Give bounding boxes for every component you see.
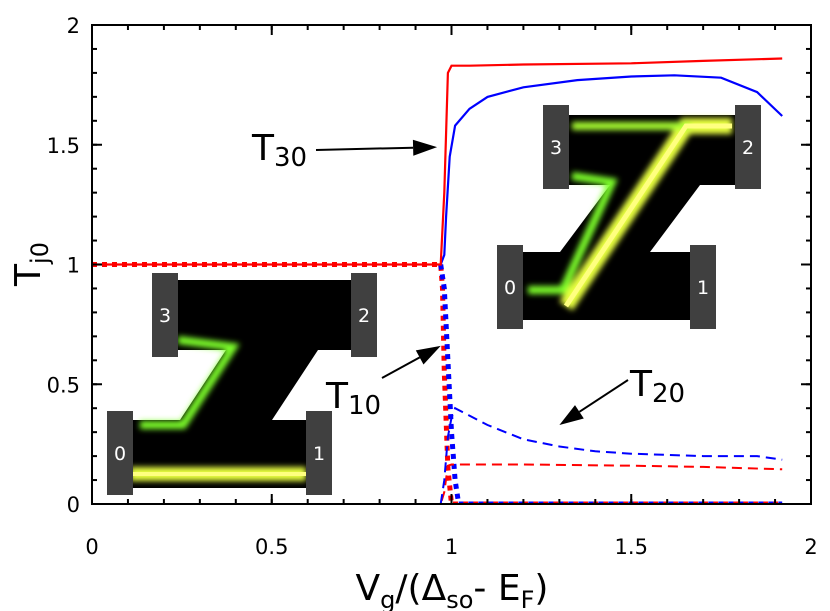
axis-ticks bbox=[91, 24, 812, 505]
x-axis-label: Vg/(Δso- EF) bbox=[356, 568, 549, 611]
x-tick-label: 2 bbox=[804, 535, 817, 559]
lead-0 bbox=[107, 411, 133, 495]
lead-1 bbox=[690, 245, 716, 329]
arrowhead-t20 bbox=[559, 405, 584, 425]
lead-label-3: 3 bbox=[550, 137, 562, 159]
arrow-t30 bbox=[315, 146, 414, 151]
lead-1 bbox=[306, 411, 332, 495]
device-body bbox=[130, 280, 352, 488]
series-blue-dashed bbox=[439, 406, 783, 504]
y-tick-label: 0 bbox=[67, 493, 80, 517]
annotation-t20: T20 bbox=[559, 364, 685, 425]
series-red-solid bbox=[92, 57, 783, 266]
arrowhead-t10 bbox=[415, 345, 441, 365]
svg-text:T20: T20 bbox=[629, 364, 685, 409]
y-tick-label: 1 bbox=[67, 254, 80, 278]
x-tick-label: 1 bbox=[445, 535, 458, 559]
lead-label-0: 0 bbox=[114, 443, 126, 465]
x-tick-label: 0 bbox=[85, 535, 98, 559]
annotation-t10: T10 bbox=[325, 345, 441, 421]
lead-label-0: 0 bbox=[504, 277, 516, 299]
y-tick-label: 1.5 bbox=[47, 134, 80, 158]
x-tick-label: 1.5 bbox=[615, 535, 648, 559]
lead-label-2: 2 bbox=[358, 305, 370, 327]
lead-label-3: 3 bbox=[159, 305, 171, 327]
device-inset-left: 0 1 2 3 bbox=[107, 273, 377, 495]
y-tick-label: 0.5 bbox=[47, 373, 80, 397]
arrowhead-t30 bbox=[412, 139, 438, 156]
arrow-t10 bbox=[381, 356, 421, 379]
y-tick-label: 2 bbox=[67, 14, 80, 38]
lead-label-1: 1 bbox=[313, 443, 325, 465]
lead-2 bbox=[735, 105, 761, 189]
series-blue-solid bbox=[439, 74, 783, 265]
lead-2 bbox=[351, 273, 377, 357]
x-tick-label: 0.5 bbox=[255, 535, 288, 559]
lead-label-1: 1 bbox=[697, 277, 709, 299]
annotation-t30: T30 bbox=[251, 128, 438, 173]
lead-0 bbox=[497, 245, 523, 329]
arrow-t20 bbox=[578, 379, 629, 413]
svg-text:T10: T10 bbox=[325, 376, 381, 421]
lead-label-2: 2 bbox=[742, 137, 754, 159]
svg-text:T30: T30 bbox=[251, 128, 307, 173]
lead-3 bbox=[152, 273, 178, 357]
lead-3 bbox=[543, 105, 569, 189]
y-axis-label: Tj0 bbox=[8, 242, 54, 287]
device-inset-right: 0 1 2 3 bbox=[497, 105, 761, 329]
series-blue-dotted bbox=[438, 264, 783, 504]
